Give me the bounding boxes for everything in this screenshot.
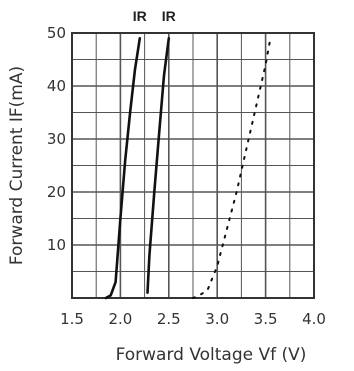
x-tick-label: 1.5 [60, 310, 84, 328]
y-tick-label: 10 [47, 236, 66, 254]
x-tick-label: 4.0 [302, 310, 326, 328]
x-axis-label: Forward Voltage Vf (V) [116, 345, 307, 365]
series-label-1: IR [133, 8, 147, 24]
series-line-1 [104, 37, 142, 300]
grid [71, 32, 315, 299]
y-tick-label: 40 [47, 77, 66, 95]
series-label-2: IR [162, 8, 176, 24]
series-line-3 [192, 37, 272, 299]
y-tick-label: 50 [47, 24, 66, 42]
x-tick-label: 3.0 [205, 310, 229, 328]
x-tick-label: 2.0 [108, 310, 132, 328]
y-tick-label: 20 [47, 183, 66, 201]
series-line-2 [146, 37, 171, 294]
y-tick-label: 30 [47, 130, 66, 148]
x-tick-label: 3.5 [254, 310, 278, 328]
tick-labels: 1.5 2.0 2.5 3.0 3.5 4.0 10 20 30 40 50 [47, 24, 326, 328]
series-lines [104, 37, 272, 300]
series-labels: IR IR [133, 8, 176, 24]
y-axis-label: Forward Current IF(mA) [7, 66, 27, 265]
x-tick-label: 2.5 [157, 310, 181, 328]
